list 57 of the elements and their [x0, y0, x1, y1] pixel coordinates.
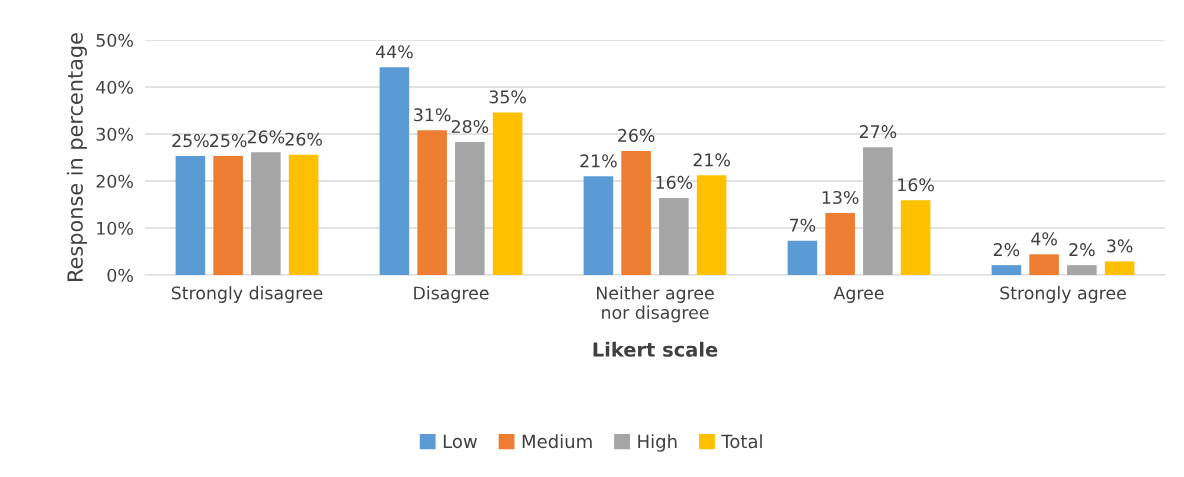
bar: [900, 200, 931, 275]
x-tick-label: Strongly agree: [1000, 286, 1126, 303]
data-label: 4%: [1031, 232, 1057, 246]
bar: [1067, 265, 1097, 275]
y-tick-label: 30%: [96, 127, 133, 141]
data-label: 26%: [285, 132, 322, 146]
data-label: 26%: [618, 128, 655, 142]
data-label: 25%: [210, 134, 247, 148]
data-label: 27%: [859, 125, 897, 139]
y-tick-label: 0%: [107, 268, 133, 282]
y-tick-label: 10%: [97, 221, 133, 235]
data-label: 25%: [172, 134, 209, 148]
bar: [621, 150, 651, 275]
x-axis-title: Likert scale: [593, 341, 718, 357]
data-label: 21%: [693, 153, 730, 167]
x-tick-label: Agree: [833, 286, 884, 303]
data-label: 16%: [898, 178, 934, 192]
data-label: 31%: [414, 108, 451, 122]
bar: [991, 265, 1022, 275]
bar: [213, 156, 243, 275]
y-axis-title: Response in percentage: [66, 33, 87, 281]
bar: [1029, 254, 1059, 275]
data-label: 26%: [247, 130, 285, 144]
legend-label: High: [638, 434, 677, 452]
bar: [175, 156, 206, 275]
data-label: 3%: [1107, 239, 1133, 253]
bar: [455, 141, 485, 275]
data-label: 16%: [656, 175, 693, 189]
data-label: 35%: [489, 90, 526, 104]
bar: [417, 130, 447, 275]
legend-label: Medium: [522, 434, 592, 449]
data-label: 44%: [375, 45, 413, 59]
x-tick-label: Disagree: [414, 286, 489, 303]
data-label: 28%: [451, 119, 489, 134]
y-tick-label: 50%: [96, 33, 133, 47]
data-label: 2%: [993, 243, 1020, 257]
bar: [288, 154, 319, 275]
data-label: 21%: [580, 154, 617, 168]
x-tick-label: Neither agree nor disagree: [597, 286, 714, 323]
bar: [787, 240, 818, 275]
y-tick-label: 20%: [96, 174, 133, 188]
bar: [659, 197, 689, 275]
legend-label: Total: [721, 434, 762, 449]
x-tick-label: Strongly disagree: [171, 286, 323, 303]
data-label: 13%: [822, 190, 859, 205]
legend-label: Low: [443, 434, 477, 449]
bar: [379, 67, 410, 275]
bar: [492, 112, 523, 275]
data-label: 2%: [1069, 243, 1095, 257]
bar: [251, 152, 281, 275]
bar: [825, 212, 855, 275]
bar: [583, 176, 614, 275]
bar: [696, 175, 727, 275]
data-label: 7%: [790, 218, 816, 232]
bar: [1104, 261, 1135, 275]
bar: [863, 147, 893, 275]
y-tick-label: 40%: [96, 80, 133, 94]
